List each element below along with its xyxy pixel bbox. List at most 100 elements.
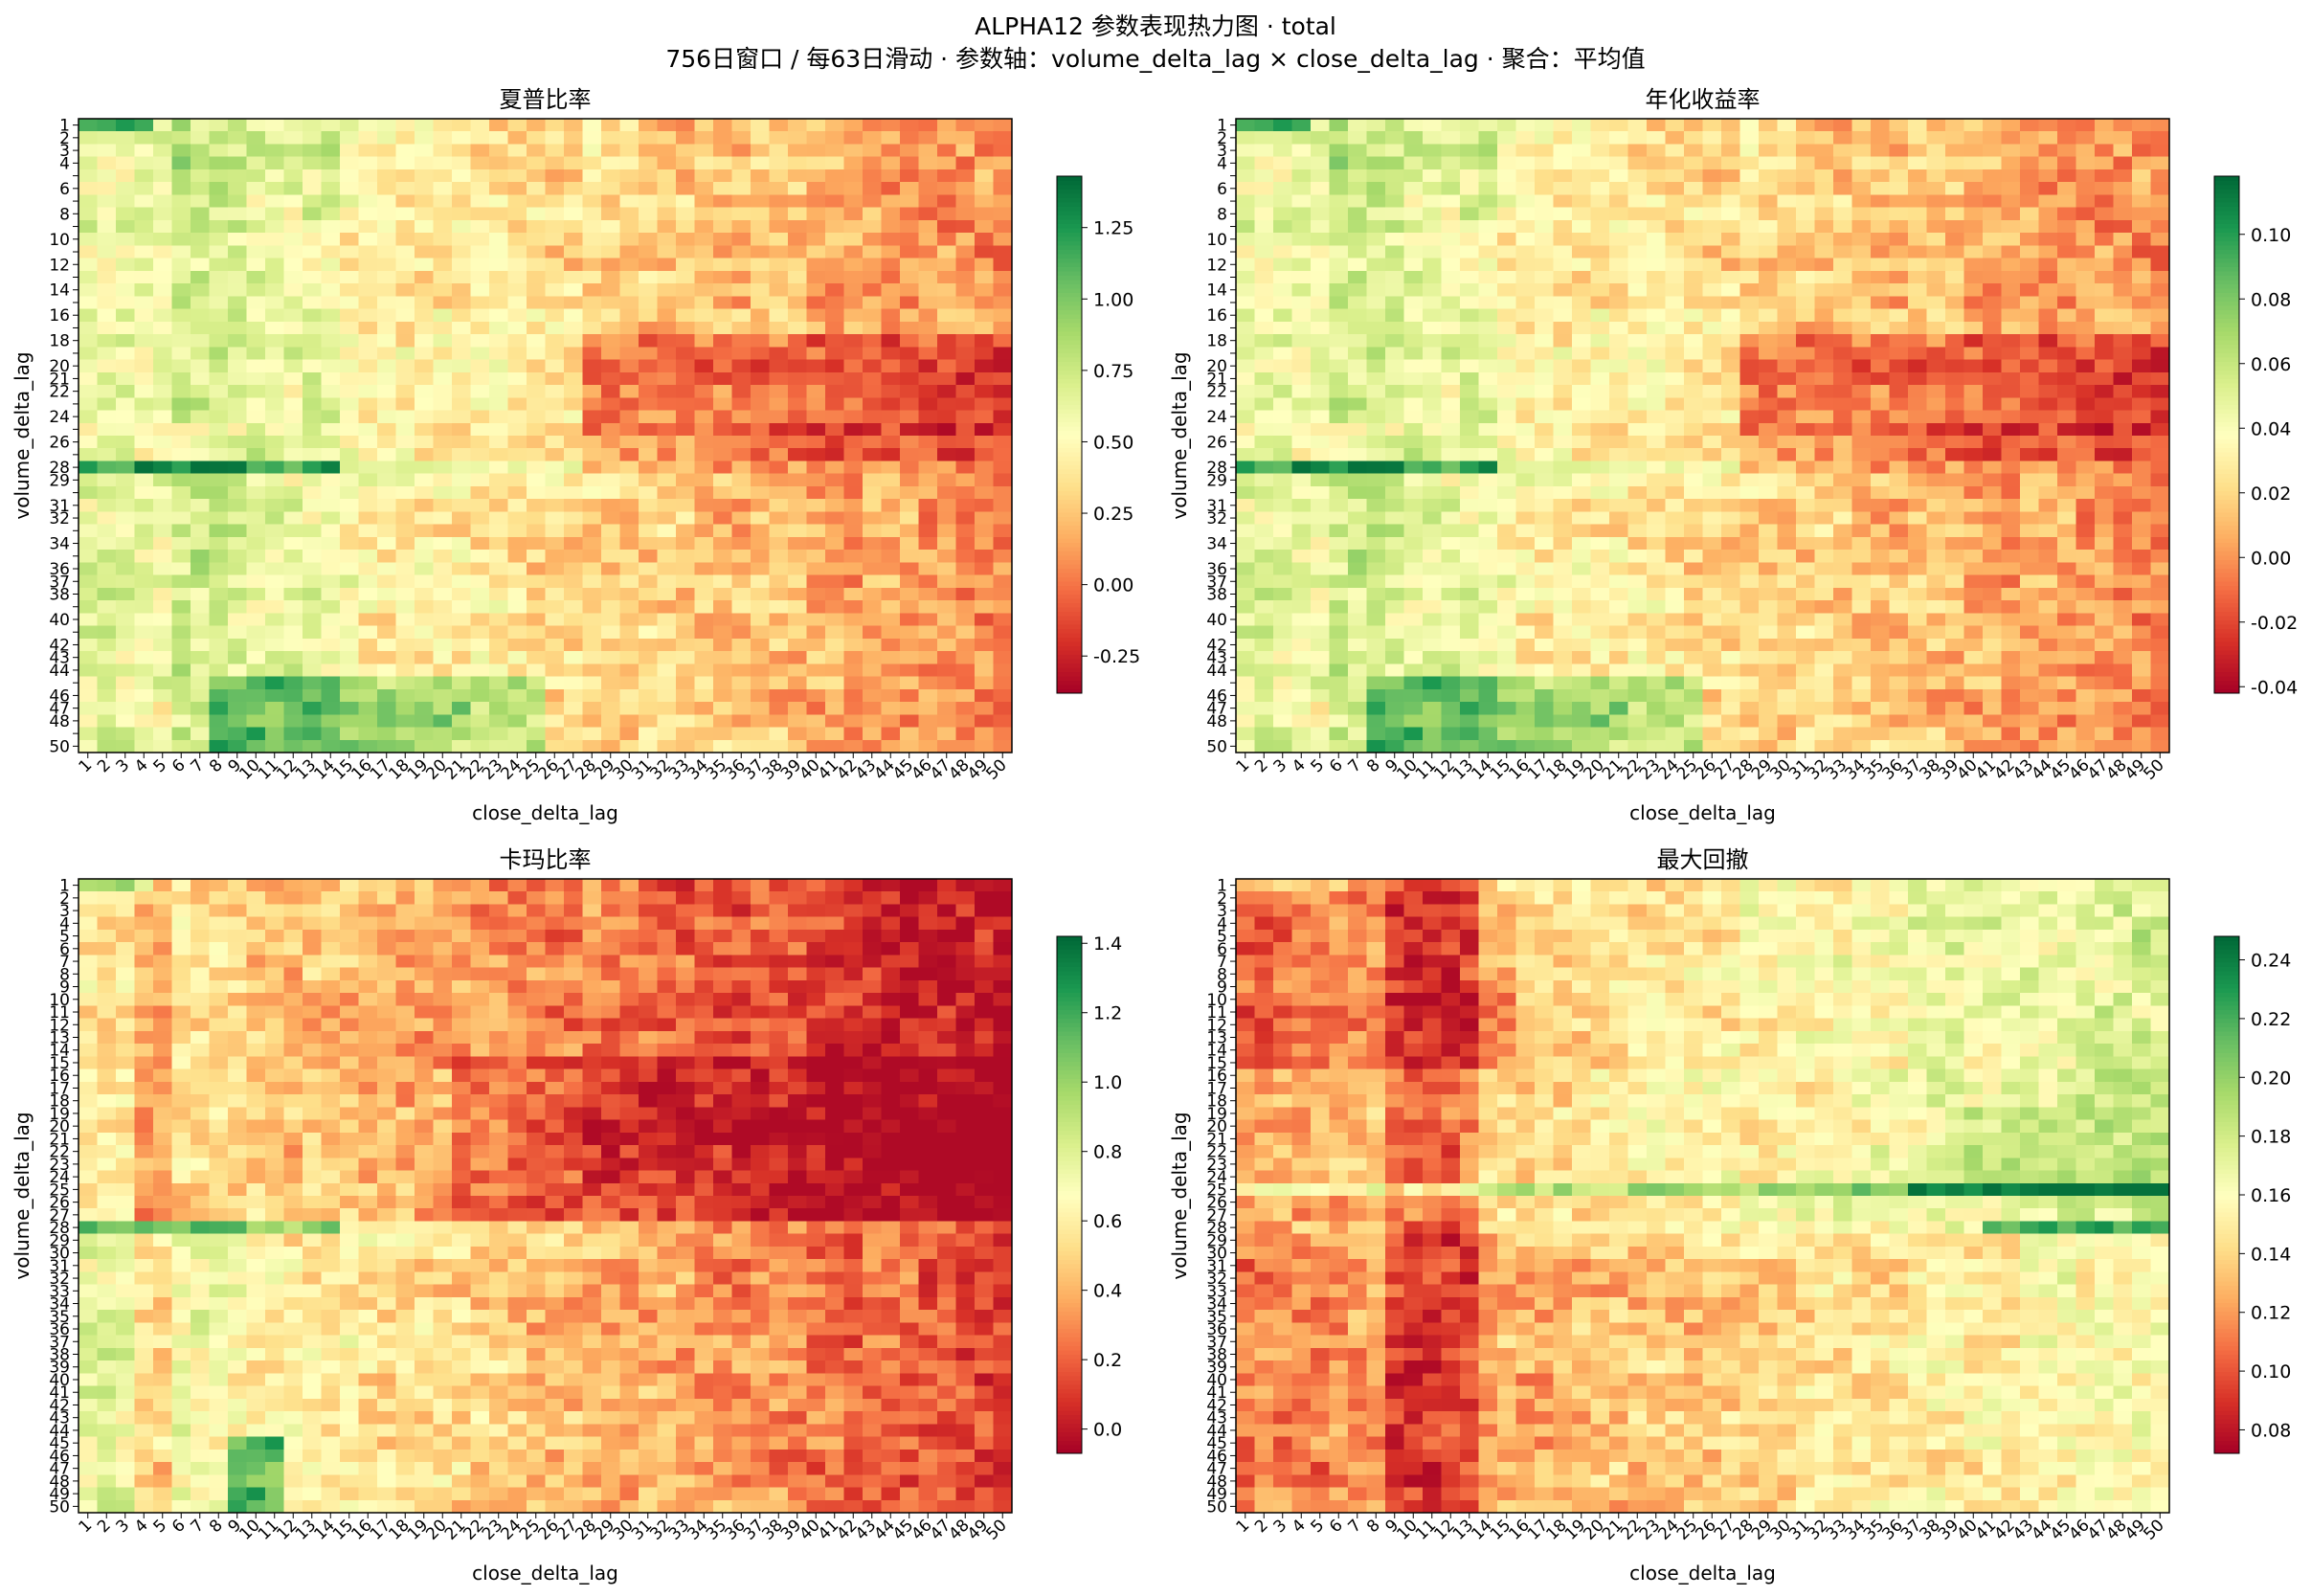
heatmap-cell (2113, 600, 2133, 614)
heatmap-cell (452, 663, 472, 678)
heatmap-cell (1721, 397, 1741, 412)
heatmap-cell (1833, 600, 1853, 614)
heatmap-cell (228, 119, 248, 132)
heatmap-cell (955, 245, 976, 259)
heatmap-cell (582, 144, 602, 158)
heatmap-cell (527, 308, 547, 323)
heatmap-cell (1759, 194, 1779, 209)
heatmap-cell (1647, 562, 1667, 576)
heatmap-cell (134, 144, 154, 158)
heatmap-cell (1572, 638, 1592, 652)
heatmap-cell (358, 436, 378, 449)
heatmap-cell (1348, 562, 1368, 576)
heatmap-cell (564, 219, 584, 234)
heatmap-cell (1385, 245, 1405, 259)
heatmap-cell (1627, 613, 1648, 627)
heatmap-cell (1291, 473, 1312, 487)
heatmap-cell (975, 156, 995, 170)
heatmap-cell (452, 562, 472, 576)
heatmap-cell (2020, 638, 2040, 652)
heatmap-cell (527, 245, 547, 259)
heatmap-cell (1871, 448, 1891, 462)
heatmap-cell (1423, 536, 1443, 551)
heatmap-cell (470, 587, 490, 601)
heatmap-cell (769, 550, 789, 563)
heatmap-cell (806, 651, 826, 664)
heatmap-cell (1833, 499, 1853, 513)
heatmap-cell (377, 182, 397, 196)
colorbar-segment (1057, 421, 1082, 427)
heatmap-cell (1515, 131, 1536, 146)
heatmap-cell (1702, 625, 1722, 640)
heatmap-cell (2075, 613, 2096, 627)
heatmap-cell (993, 587, 1013, 601)
heatmap-cell (191, 156, 211, 170)
heatmap-cell (564, 371, 584, 386)
heatmap-cell (1535, 156, 1555, 170)
heatmap-cell (470, 536, 490, 551)
heatmap-cell (1796, 296, 1816, 310)
heatmap-cell (153, 169, 173, 183)
heatmap-cell (507, 194, 527, 209)
heatmap-cell (1535, 587, 1555, 601)
heatmap-cell (1609, 131, 1629, 146)
heatmap-cell (601, 739, 621, 753)
heatmap-cell (265, 499, 285, 513)
heatmap-cell (1983, 169, 2003, 183)
heatmap-cell (116, 334, 136, 348)
heatmap-cell (1759, 638, 1779, 652)
heatmap-cell (1983, 461, 2003, 475)
heatmap-cell (843, 371, 864, 386)
heatmap-cell (657, 270, 677, 284)
heatmap-cell (489, 550, 509, 563)
heatmap-cell (1553, 308, 1573, 323)
heatmap-cell (2150, 194, 2170, 209)
heatmap-cell (937, 422, 957, 437)
heatmap-cell (676, 194, 696, 209)
heatmap-cell (1739, 270, 1760, 284)
heatmap-cell (639, 144, 659, 158)
heatmap-cell (1515, 638, 1536, 652)
heatmap-cell (564, 511, 584, 526)
heatmap-cell (1665, 385, 1685, 398)
heatmap-cell (452, 587, 472, 601)
heatmap-cell (452, 270, 472, 284)
heatmap-cell (1590, 422, 1610, 437)
heatmap-cell (209, 233, 229, 246)
heatmap-cell (2150, 574, 2170, 589)
heatmap-cell (601, 638, 621, 652)
heatmap-cell (2095, 182, 2115, 196)
heatmap-cell (1851, 511, 1872, 526)
heatmap-cell (713, 119, 733, 132)
heatmap-cell (619, 461, 639, 475)
heatmap-cell (1441, 219, 1461, 234)
heatmap-cell (377, 638, 397, 652)
heatmap-cell (582, 182, 602, 196)
heatmap-cell (79, 574, 99, 589)
heatmap-cell (2075, 131, 2096, 146)
heatmap-cell (1851, 562, 1872, 576)
heatmap-cell (1665, 182, 1685, 196)
heatmap-cell (2150, 562, 2170, 576)
heatmap-cell (731, 676, 752, 690)
heatmap-cell (340, 144, 360, 158)
heatmap-cell (993, 156, 1013, 170)
y-tick-label: 36 (49, 560, 70, 579)
heatmap-cell (676, 461, 696, 475)
heatmap-cell (1926, 461, 1946, 475)
heatmap-cell (582, 562, 602, 576)
heatmap-cell (1833, 587, 1853, 601)
heatmap-cell (1403, 321, 1424, 335)
heatmap-cell (452, 156, 472, 170)
heatmap-cell (1572, 371, 1592, 386)
heatmap-cell (433, 119, 453, 132)
heatmap-cell (1647, 422, 1667, 437)
heatmap-cell (283, 524, 303, 538)
heatmap-cell (1254, 321, 1274, 335)
heatmap-cell (2132, 461, 2152, 475)
heatmap-cell (2020, 321, 2040, 335)
heatmap-cell (1535, 308, 1555, 323)
heatmap-cell (415, 359, 435, 373)
heatmap-cell (433, 663, 453, 678)
heatmap-cell (1291, 511, 1312, 526)
